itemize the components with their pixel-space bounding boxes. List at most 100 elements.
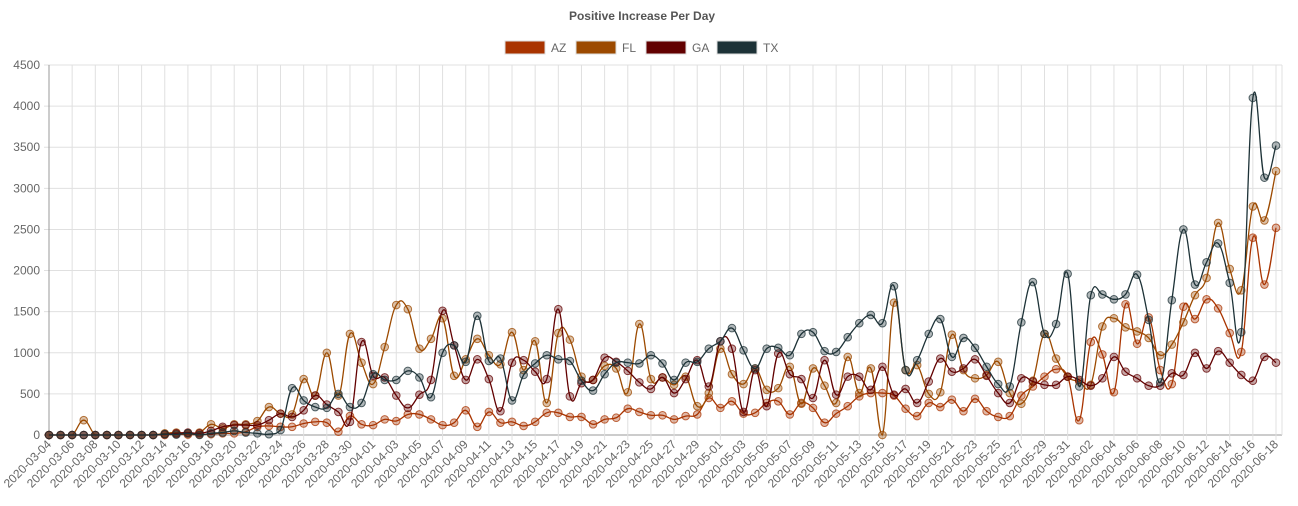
point-ga-2020-05-05[interactable] bbox=[762, 401, 771, 411]
point-az-2020-04-25[interactable] bbox=[646, 410, 656, 420]
point-tx-2020-04-21[interactable] bbox=[600, 369, 609, 379]
point-tx-2020-05-11[interactable] bbox=[831, 347, 841, 357]
point-az-2020-04-04[interactable] bbox=[403, 410, 413, 419]
point-az-2020-05-09[interactable] bbox=[808, 403, 818, 413]
point-az-2020-04-03[interactable] bbox=[391, 416, 401, 426]
point-fl-2020-04-15[interactable] bbox=[530, 336, 540, 346]
point-az-2020-03-27[interactable] bbox=[310, 417, 320, 427]
point-az-2020-05-21[interactable] bbox=[947, 395, 957, 404]
point-tx-2020-05-01[interactable] bbox=[716, 336, 725, 346]
point-az-2020-05-15[interactable] bbox=[878, 388, 887, 398]
point-fl-2020-06-17[interactable] bbox=[1260, 216, 1269, 225]
point-ga-2020-05-10[interactable] bbox=[820, 355, 829, 365]
point-az-2020-05-01[interactable] bbox=[716, 403, 725, 413]
point-ga-2020-05-27[interactable] bbox=[1017, 373, 1026, 383]
point-ga-2020-05-15[interactable] bbox=[878, 362, 887, 372]
point-az-2020-05-25[interactable] bbox=[993, 412, 1003, 422]
point-az-2020-04-16[interactable] bbox=[542, 408, 552, 418]
point-ga-2020-05-08[interactable] bbox=[797, 374, 806, 384]
point-fl-2020-05-13[interactable] bbox=[854, 388, 864, 398]
point-tx-2020-06-18[interactable] bbox=[1271, 141, 1281, 150]
point-az-2020-06-10[interactable] bbox=[1179, 302, 1188, 312]
point-fl-2020-06-13[interactable] bbox=[1213, 218, 1223, 228]
point-tx-2020-03-04[interactable] bbox=[44, 430, 54, 440]
point-fl-2020-04-16[interactable] bbox=[542, 398, 552, 408]
point-tx-2020-03-06[interactable] bbox=[67, 430, 77, 440]
point-tx-2020-04-27[interactable] bbox=[669, 375, 679, 385]
point-az-2020-04-06[interactable] bbox=[426, 415, 436, 424]
point-az-2020-03-31[interactable] bbox=[357, 420, 366, 429]
point-tx-2020-05-12[interactable] bbox=[843, 332, 853, 342]
point-tx-2020-06-01[interactable] bbox=[1074, 382, 1084, 391]
point-fl-2020-06-03[interactable] bbox=[1098, 322, 1107, 331]
point-tx-2020-05-08[interactable] bbox=[797, 329, 806, 339]
point-az-2020-06-13[interactable] bbox=[1213, 304, 1223, 313]
point-ga-2020-03-29[interactable] bbox=[334, 407, 343, 417]
point-fl-2020-06-16[interactable] bbox=[1248, 202, 1258, 211]
point-tx-2020-05-30[interactable] bbox=[1051, 319, 1061, 329]
point-fl-2020-05-03[interactable] bbox=[739, 379, 748, 389]
point-tx-2020-05-09[interactable] bbox=[808, 327, 818, 337]
legend-item-az[interactable]: AZ bbox=[504, 40, 566, 55]
point-ga-2020-05-03[interactable] bbox=[739, 407, 748, 417]
point-az-2020-04-02[interactable] bbox=[380, 415, 389, 424]
point-fl-2020-05-02[interactable] bbox=[727, 369, 737, 379]
point-tx-2020-06-04[interactable] bbox=[1109, 295, 1119, 304]
point-tx-2020-04-13[interactable] bbox=[507, 396, 517, 405]
point-fl-2020-03-26[interactable] bbox=[299, 374, 308, 384]
point-az-2020-05-04[interactable] bbox=[750, 408, 760, 418]
point-ga-2020-04-24[interactable] bbox=[635, 378, 644, 387]
point-ga-2020-03-31[interactable] bbox=[357, 337, 366, 347]
point-az-2020-05-22[interactable] bbox=[959, 406, 968, 416]
point-az-2020-04-19[interactable] bbox=[577, 412, 586, 422]
point-az-2020-06-15[interactable] bbox=[1236, 347, 1246, 357]
point-az-2020-04-17[interactable] bbox=[554, 408, 563, 418]
point-az-2020-06-16[interactable] bbox=[1248, 233, 1258, 242]
point-tx-2020-04-20[interactable] bbox=[588, 386, 598, 395]
point-tx-2020-03-11[interactable] bbox=[125, 430, 135, 440]
point-tx-2020-06-08[interactable] bbox=[1155, 378, 1165, 387]
point-tx-2020-03-05[interactable] bbox=[56, 430, 65, 440]
point-az-2020-05-20[interactable] bbox=[936, 402, 945, 412]
point-az-2020-06-18[interactable] bbox=[1271, 223, 1281, 233]
point-tx-2020-05-21[interactable] bbox=[947, 352, 957, 362]
point-ga-2020-04-13[interactable] bbox=[507, 358, 517, 367]
point-az-2020-05-19[interactable] bbox=[924, 398, 934, 408]
point-ga-2020-04-16[interactable] bbox=[542, 374, 552, 384]
point-az-2020-06-05[interactable] bbox=[1121, 299, 1130, 309]
point-az-2020-06-06[interactable] bbox=[1132, 339, 1142, 349]
point-fl-2020-06-06[interactable] bbox=[1132, 327, 1142, 336]
point-fl-2020-05-06[interactable] bbox=[773, 383, 783, 393]
point-az-2020-05-30[interactable] bbox=[1051, 364, 1061, 374]
point-tx-2020-04-05[interactable] bbox=[415, 373, 424, 382]
point-az-2020-04-15[interactable] bbox=[530, 417, 540, 427]
point-tx-2020-03-20[interactable] bbox=[229, 426, 239, 436]
point-ga-2020-06-07[interactable] bbox=[1144, 381, 1153, 390]
point-ga-2020-04-27[interactable] bbox=[669, 388, 679, 398]
point-tx-2020-06-17[interactable] bbox=[1260, 173, 1269, 182]
point-fl-2020-06-09[interactable] bbox=[1167, 340, 1177, 349]
point-az-2020-05-06[interactable] bbox=[773, 396, 783, 406]
point-fl-2020-06-04[interactable] bbox=[1109, 313, 1119, 323]
point-tx-2020-06-02[interactable] bbox=[1086, 290, 1096, 300]
point-ga-2020-05-25[interactable] bbox=[993, 388, 1003, 398]
point-tx-2020-03-24[interactable] bbox=[276, 425, 285, 435]
point-az-2020-04-14[interactable] bbox=[519, 421, 528, 431]
point-tx-2020-05-28[interactable] bbox=[1028, 277, 1038, 287]
point-tx-2020-03-15[interactable] bbox=[172, 430, 181, 439]
point-tx-2020-03-16[interactable] bbox=[183, 429, 193, 438]
point-az-2020-06-12[interactable] bbox=[1202, 295, 1211, 304]
point-az-2020-04-10[interactable] bbox=[472, 422, 482, 432]
point-fl-2020-05-05[interactable] bbox=[762, 385, 771, 395]
point-tx-2020-04-17[interactable] bbox=[554, 355, 563, 364]
point-az-2020-04-26[interactable] bbox=[658, 410, 667, 420]
point-ga-2020-04-03[interactable] bbox=[391, 391, 401, 400]
point-tx-2020-06-15[interactable] bbox=[1236, 327, 1246, 337]
point-az-2020-05-26[interactable] bbox=[1005, 411, 1015, 421]
point-az-2020-04-28[interactable] bbox=[681, 411, 690, 421]
point-ga-2020-03-24[interactable] bbox=[276, 409, 285, 418]
point-az-2020-04-12[interactable] bbox=[496, 418, 505, 427]
point-ga-2020-04-11[interactable] bbox=[484, 374, 494, 384]
point-tx-2020-04-25[interactable] bbox=[646, 350, 656, 360]
point-ga-2020-05-19[interactable] bbox=[924, 377, 934, 386]
